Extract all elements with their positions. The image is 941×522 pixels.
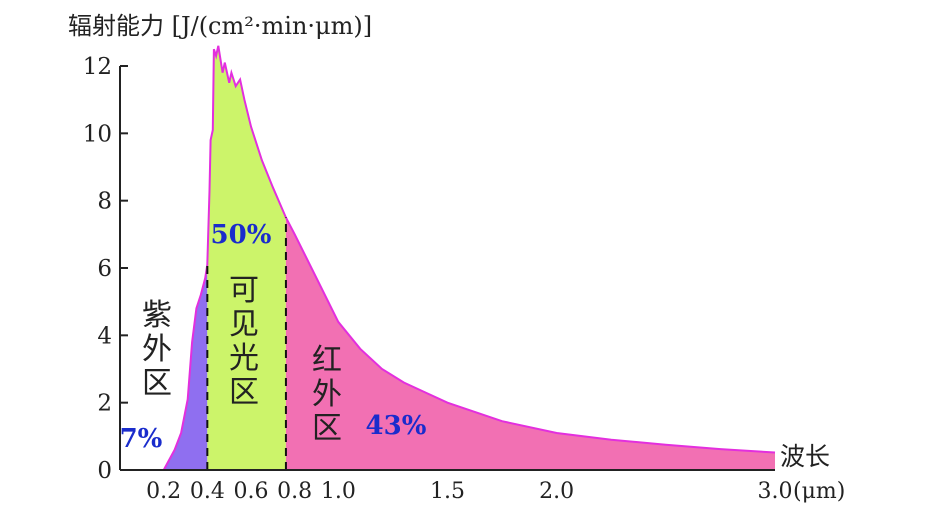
x-tick-label: 0.2 — [146, 479, 181, 504]
x-tick-label: 0.4 — [190, 479, 225, 504]
x-axis-unit: (μm) — [793, 479, 845, 504]
region-percent-label: 7% — [120, 424, 163, 454]
y-axis-title: 辐射能力 [J/(cm²·min·μm)] — [68, 12, 372, 40]
x-tick-label: 1.5 — [430, 479, 465, 504]
region-name-char: 区 — [229, 375, 259, 410]
region-area-1 — [207, 45, 286, 471]
region-name-char: 外 — [312, 377, 342, 412]
y-tick-label: 12 — [83, 54, 112, 80]
y-tick-label: 8 — [97, 189, 112, 215]
y-tick-label: 2 — [97, 391, 112, 417]
y-tick-label: 4 — [97, 323, 112, 349]
x-tick-label: 1.0 — [321, 479, 356, 504]
x-tick-label: 2.0 — [539, 479, 574, 504]
region-name-char: 光 — [229, 341, 259, 376]
axes: 0 2 4 6 8 10 12 0.2 0.4 0.6 0.8 1.0 1.5 2.0 3.0 (μm) — [83, 54, 846, 504]
region-name-char: 区 — [142, 366, 172, 401]
spectrum-curve — [162, 45, 776, 471]
region-area-2 — [285, 217, 775, 470]
y-tick-label: 0 — [97, 458, 112, 484]
x-tick-label: 0.8 — [277, 479, 312, 504]
region-name-char: 可 — [229, 273, 259, 308]
y-tick-label: 6 — [97, 256, 112, 282]
region-name-char: 区 — [312, 411, 342, 446]
region-percent-label: 43% — [366, 411, 427, 441]
region-name-char: 紫 — [142, 298, 172, 333]
region-name-char: 见 — [229, 307, 259, 342]
x-tick-label: 3.0 — [758, 479, 793, 504]
region-name-char: 外 — [142, 332, 172, 367]
x-tick-label: 0.6 — [234, 479, 269, 504]
y-tick-label: 10 — [83, 121, 112, 147]
region-name-char: 红 — [312, 343, 342, 378]
region-boundaries — [206, 217, 287, 470]
region-percent-label: 50% — [211, 220, 272, 250]
x-axis-title: 波长 — [780, 442, 830, 471]
